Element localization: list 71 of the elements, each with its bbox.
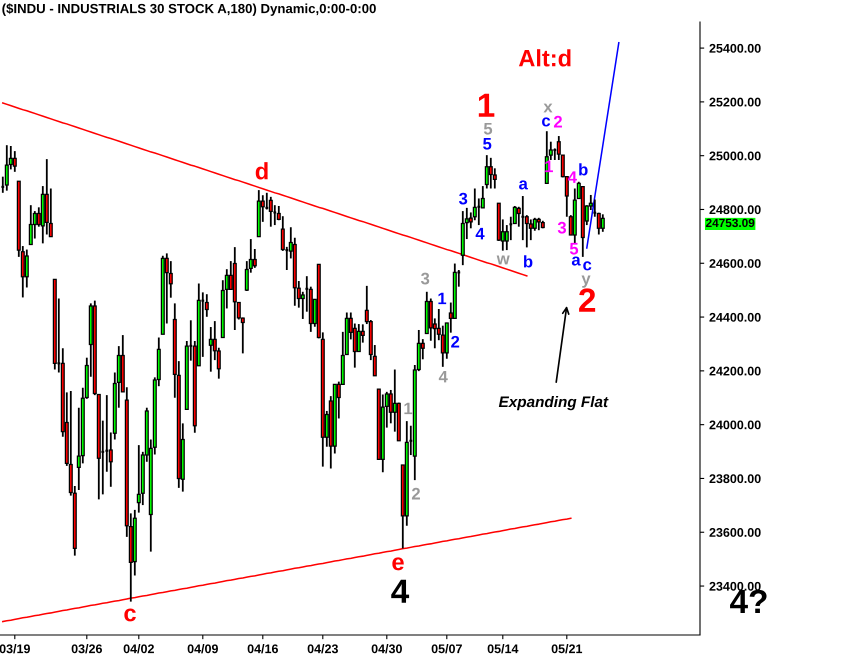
- x-tick-label: 04/23: [308, 644, 338, 654]
- x-tick-label: 05/21: [552, 644, 582, 654]
- candlestick: [252, 248, 257, 269]
- candlestick: [4, 144, 9, 192]
- text: 24753.09: [706, 218, 754, 228]
- y-tick-label: 25000.00: [709, 151, 761, 160]
- annotation: 5: [484, 122, 492, 135]
- candlestick: [12, 150, 17, 173]
- annotation: 4: [568, 171, 577, 183]
- annotation: 1: [404, 402, 412, 414]
- y-tick-label: 23400.00: [709, 582, 761, 591]
- x-tick-label: 04/30: [372, 644, 402, 654]
- candlestick: [24, 248, 29, 288]
- y-tick-label: 24200.00: [709, 366, 761, 376]
- annotation: w: [496, 256, 510, 264]
- candlestick: [484, 154, 489, 190]
- annotation: 4: [391, 580, 410, 603]
- candlestick: [600, 213, 605, 233]
- text: 4?: [730, 590, 767, 613]
- x-tick-label: 04/09: [188, 644, 218, 654]
- candlestick: [208, 326, 213, 373]
- annotation: 2: [554, 116, 562, 128]
- y-tick-label: 25400.00: [709, 44, 761, 53]
- annotation: Expanding Flat: [498, 396, 609, 410]
- annotation: 3: [458, 192, 468, 205]
- annotation: 4: [476, 228, 485, 240]
- x-tick-label: 04/02: [124, 644, 154, 654]
- chart-title: ($INDU - INDUSTRIALS 30 STOCK A,180) Dynamic,0:00-0:00: [2, 3, 376, 16]
- candlestick: [356, 323, 361, 352]
- y-tick-label: 24000.00: [709, 420, 761, 430]
- annotation: e: [392, 557, 404, 570]
- annotation: 4: [438, 370, 448, 382]
- x-tick-label: 05/07: [432, 644, 462, 654]
- x-tick-label: 05/14: [488, 644, 518, 654]
- candlestick: [28, 204, 33, 246]
- x-tick-label: 03/26: [72, 644, 102, 654]
- annotation: a: [519, 180, 528, 190]
- annotation: 3: [420, 272, 430, 284]
- y-tick-label: 23600.00: [709, 528, 761, 537]
- annotation: 2: [451, 336, 460, 348]
- candlestick: [268, 196, 273, 228]
- y-tick-label: 24800.00: [709, 205, 761, 214]
- x-tick-label: 04/16: [248, 644, 278, 654]
- annotation: 2: [579, 288, 596, 312]
- candlestick: [136, 444, 141, 514]
- annotation: b: [579, 163, 588, 176]
- annotation: Alt:d: [518, 49, 571, 67]
- annotation: 1: [438, 292, 446, 304]
- x-tick-label: 03/19: [0, 644, 30, 654]
- annotation: 3: [558, 222, 566, 234]
- y-tick-label: 24400.00: [709, 312, 761, 322]
- candlestick: [536, 216, 541, 232]
- annotation: a: [572, 256, 581, 266]
- annotation: 2: [412, 488, 420, 500]
- annotation: 5: [570, 242, 578, 255]
- annotation: c: [542, 117, 550, 127]
- annotation: y: [581, 275, 591, 288]
- y-tick-label: 23800.00: [709, 474, 761, 484]
- annotation: c: [124, 608, 136, 622]
- annotation: 1: [545, 160, 553, 172]
- annotation: d: [256, 162, 268, 180]
- annotation: c: [583, 261, 592, 270]
- annotation: 1: [478, 94, 494, 117]
- candlestick: [488, 156, 493, 190]
- y-tick-label: 24600.00: [709, 259, 761, 268]
- annotation: b: [524, 255, 532, 268]
- annotation: x: [543, 104, 553, 112]
- line-series: [586, 42, 620, 249]
- y-tick-label: 25200.00: [709, 98, 761, 107]
- line-series: [2, 518, 572, 622]
- annotation: 5: [483, 138, 492, 150]
